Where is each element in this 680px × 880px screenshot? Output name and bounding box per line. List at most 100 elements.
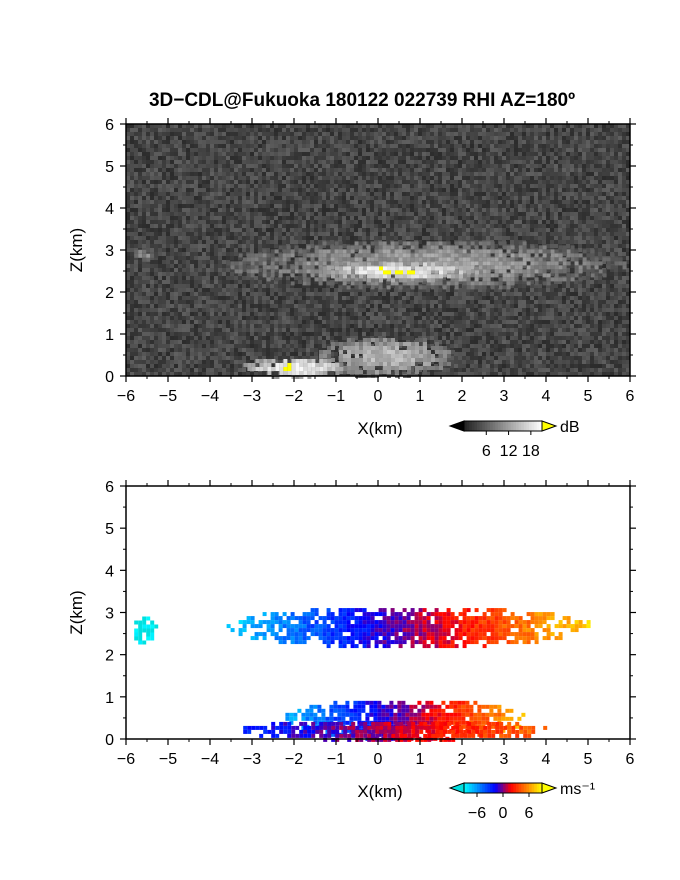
x-tick-label: −3 [243,751,261,768]
colorbar-step [492,421,496,431]
colorbar-step [508,421,512,431]
x-tick-label: −5 [159,388,177,405]
colorbar-step [526,421,530,431]
colorbar-step [536,783,540,793]
velocity-field [134,608,591,742]
x-tick-label: −2 [285,388,303,405]
y-tick-label: 0 [105,732,114,749]
colorbar-unit: ms⁻¹ [560,781,595,798]
colorbar-step [508,783,512,793]
colorbar-tick-label: 0 [499,805,508,822]
colorbar-step [497,783,501,793]
colorbar-step [484,421,488,431]
x-axis-label: X(km) [357,419,402,438]
colorbar-step [539,421,543,431]
colorbar-step [516,421,519,431]
colorbar-step [529,783,532,793]
colorbar-step [500,421,504,431]
x-axis-label: X(km) [357,782,402,801]
echo-ground-clutter [243,359,348,379]
echo-left-edge-echo [134,616,159,645]
colorbar-step [495,783,499,793]
figure-title: 3D−CDL@Fukuoka 180122 022739 RHI AZ=180º [149,90,575,111]
colorbar-step [531,783,535,793]
colorbar-step [536,421,540,431]
colorbar: −6 0 6 ms⁻¹ [448,781,595,822]
echo-saturated-patches [319,262,483,283]
colorbar-step [466,421,470,431]
colorbar-step [510,783,514,793]
colorbar-step [505,421,509,431]
y-axis-label: Z(km) [67,228,86,272]
colorbar-step [487,783,491,793]
x-tick-label: 4 [542,751,551,768]
colorbar-tick-label: 18 [522,443,540,460]
y-tick-label: 3 [105,606,114,623]
y-tick-label: 6 [105,479,114,496]
x-tick-label: 1 [416,388,425,405]
colorbar-step [466,783,470,793]
colorbar-under-arrow [448,782,465,794]
x-tick-label: −1 [327,388,345,405]
colorbar-step [474,783,478,793]
y-tick-label: 1 [105,690,114,707]
colorbar-step [482,783,486,793]
colorbar-tick-label: −6 [468,805,486,822]
x-tick-label: −4 [201,388,219,405]
colorbar-step [479,783,483,793]
colorbar-step [477,421,480,431]
colorbar-step [464,421,467,431]
colorbar-step [471,783,475,793]
colorbar-under-arrow [448,420,465,432]
x-axis: −6 −5 −4 −3 −2 −1 0 1 2 3 4 5 6 [117,118,635,405]
colorbar-step [518,421,522,431]
x-tick-label: −4 [201,751,219,768]
echo-left-edge-echo [134,249,159,262]
x-tick-label: 6 [626,751,635,768]
colorbar-step [513,783,517,793]
colorbar: 6 12 18 dB [448,419,580,460]
x-tick-label: 3 [500,388,509,405]
colorbar-tick-label: 6 [525,805,534,822]
y-tick-label: 4 [105,563,114,580]
y-tick-label: 2 [105,648,114,665]
colorbar-over-arrow [541,782,558,794]
colorbar-tick-label: 6 [482,443,491,460]
colorbar-step [513,421,517,431]
x-tick-label: 1 [416,751,425,768]
colorbar-step [534,783,538,793]
x-tick-label: −3 [243,388,261,405]
echo-upper-layer [226,608,591,649]
colorbar-step [539,783,543,793]
colorbar-step [510,421,514,431]
y-axis: 0 1 2 3 4 5 6 [105,479,636,749]
x-tick-label: −2 [285,751,303,768]
colorbar-unit: dB [560,419,580,436]
y-axis-label: Z(km) [67,590,86,634]
y-tick-label: 3 [105,243,114,260]
colorbar-step [490,783,493,793]
x-tick-label: 0 [374,388,383,405]
colorbar-frame [463,420,543,432]
colorbar-tick-label: 12 [500,443,518,460]
x-axis: −6 −5 −4 −3 −2 −1 0 1 2 3 4 5 6 [117,480,635,768]
colorbar-step [521,421,525,431]
colorbar-step [529,421,532,431]
colorbar-step [487,421,491,431]
colorbar-step [471,421,475,431]
colorbar-step [492,783,496,793]
colorbar-step [482,421,486,431]
colorbar-step [503,783,506,793]
x-tick-label: 6 [626,388,635,405]
x-tick-label: 2 [458,388,467,405]
colorbar-step [495,421,499,431]
x-tick-label: 4 [542,388,551,405]
echo-boundary-layer-fan [319,338,455,378]
colorbar-step [490,421,493,431]
colorbar-over-arrow [541,420,558,432]
y-tick-label: 5 [105,521,114,538]
colorbar-step [531,421,535,431]
